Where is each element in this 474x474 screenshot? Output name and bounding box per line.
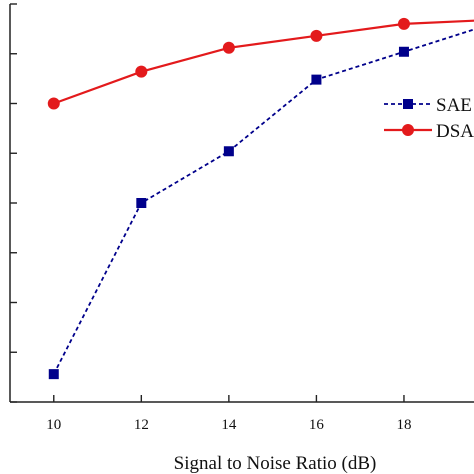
x-ticks: 10 12 14 16 18 [46,395,411,433]
point-sae [398,46,409,57]
point-dsae [135,65,148,78]
x-tick-label: 14 [221,417,237,433]
legend-item-dsae: DSAE [384,121,474,142]
legend: SAE DSAE [384,95,474,142]
point-dsae [310,29,323,42]
point-dsae [47,97,60,110]
legend-label: SAE [436,95,472,116]
series-line-sae [52,28,474,375]
x-tick-label: 12 [134,417,149,433]
x-tick-label: 18 [396,417,411,433]
x-tick-label: 10 [46,417,61,433]
point-dsae [222,41,235,54]
legend-label: DSAE [436,121,474,142]
point-dsae [397,17,410,30]
plot-lines [52,19,474,375]
plot-markers [47,17,410,380]
legend-marker [403,99,413,109]
y-ticks [10,3,17,403]
legend-marker [402,124,414,136]
x-axis-title: Signal to Noise Ratio (dB) [174,453,377,474]
point-sae [223,146,234,157]
point-sae [311,74,322,85]
legend-item-sae: SAE [384,95,472,116]
x-tick-label: 16 [309,417,325,433]
series-line-dsae [53,19,474,105]
point-sae [136,198,147,208]
chart-axes [9,4,474,403]
point-sae [48,369,59,380]
